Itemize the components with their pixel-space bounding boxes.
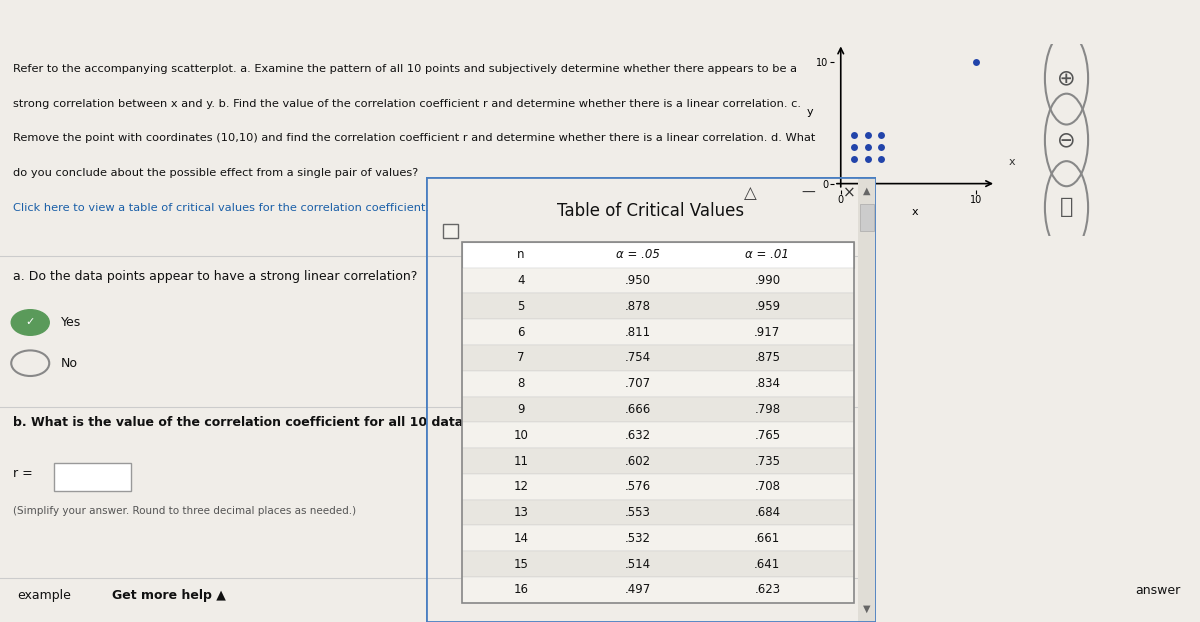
FancyBboxPatch shape: [860, 204, 874, 231]
Point: [858, 130, 877, 140]
Text: .632: .632: [625, 429, 652, 442]
Point: [858, 142, 877, 152]
FancyBboxPatch shape: [462, 551, 853, 577]
Text: 9: 9: [517, 403, 524, 416]
Text: b. What is the value of the correlation coefficient for all 10 data points?: b. What is the value of the correlation …: [13, 415, 518, 429]
Text: .950: .950: [625, 274, 652, 287]
FancyBboxPatch shape: [462, 448, 853, 474]
Text: 12: 12: [514, 480, 528, 493]
Text: Table of Critical Values: Table of Critical Values: [558, 202, 744, 220]
Text: .708: .708: [755, 480, 780, 493]
Text: answer: answer: [1135, 585, 1181, 597]
Text: .834: .834: [755, 377, 780, 390]
Text: n: n: [517, 248, 524, 261]
Text: ✓: ✓: [25, 317, 35, 328]
Point: [871, 142, 890, 152]
Text: .875: .875: [755, 351, 780, 364]
Text: ⊖: ⊖: [1057, 130, 1076, 150]
Text: .811: .811: [625, 325, 652, 338]
Point: [871, 130, 890, 140]
FancyBboxPatch shape: [54, 463, 131, 491]
Text: x: x: [1008, 157, 1015, 167]
Text: 13: 13: [514, 506, 528, 519]
Text: .754: .754: [625, 351, 652, 364]
Text: Yes: Yes: [60, 316, 80, 329]
Text: a. Do the data points appear to have a strong linear correlation?: a. Do the data points appear to have a s…: [13, 270, 418, 283]
FancyBboxPatch shape: [462, 396, 853, 422]
Text: α = .05: α = .05: [617, 248, 660, 261]
Text: ⊕: ⊕: [1057, 68, 1076, 88]
Text: .798: .798: [755, 403, 780, 416]
Text: Get more help ▲: Get more help ▲: [113, 589, 226, 602]
Text: (Simplify your answer. Round to three decimal places as needed.): (Simplify your answer. Round to three de…: [13, 506, 356, 516]
Text: 7: 7: [517, 351, 524, 364]
Text: α = .01: α = .01: [745, 248, 790, 261]
Text: .765: .765: [755, 429, 780, 442]
Point: [966, 57, 985, 67]
Text: Click here to view a table of critical values for the correlation coefficient.: Click here to view a table of critical v…: [13, 203, 430, 213]
Text: .917: .917: [755, 325, 780, 338]
Text: .623: .623: [755, 583, 780, 596]
Text: r =: r =: [13, 467, 32, 480]
Text: ▼: ▼: [863, 604, 871, 614]
Point: [871, 154, 890, 164]
Point: [845, 154, 864, 164]
Text: .602: .602: [625, 455, 652, 468]
Text: 16: 16: [514, 583, 528, 596]
Text: 4: 4: [517, 274, 524, 287]
X-axis label: x: x: [912, 207, 918, 216]
Point: [845, 130, 864, 140]
FancyBboxPatch shape: [858, 177, 876, 622]
Text: 11: 11: [514, 455, 528, 468]
Text: .661: .661: [755, 532, 780, 545]
Text: strong correlation between x and y. b. Find the value of the correlation coeffic: strong correlation between x and y. b. F…: [13, 98, 800, 109]
Text: example: example: [17, 589, 71, 602]
FancyBboxPatch shape: [462, 242, 853, 267]
FancyBboxPatch shape: [462, 294, 853, 319]
Text: .990: .990: [755, 274, 780, 287]
Text: .707: .707: [625, 377, 652, 390]
Text: Refer to the accompanying scatterplot. a. Examine the pattern of all 10 points a: Refer to the accompanying scatterplot. a…: [13, 63, 797, 73]
Text: ⧉: ⧉: [1060, 197, 1073, 218]
Text: ×: ×: [842, 185, 856, 200]
FancyBboxPatch shape: [462, 422, 853, 448]
FancyBboxPatch shape: [443, 224, 458, 238]
Y-axis label: y: y: [806, 106, 814, 117]
Text: .497: .497: [625, 583, 652, 596]
Text: .641: .641: [755, 558, 780, 571]
FancyBboxPatch shape: [462, 499, 853, 526]
Text: 5: 5: [517, 300, 524, 313]
Point: [858, 154, 877, 164]
FancyBboxPatch shape: [462, 526, 853, 551]
FancyBboxPatch shape: [462, 319, 853, 345]
Text: Remove the point with coordinates (10,10) and find the correlation coefficient r: Remove the point with coordinates (10,10…: [13, 134, 815, 144]
Text: .532: .532: [625, 532, 652, 545]
Text: 8: 8: [517, 377, 524, 390]
Text: .514: .514: [625, 558, 652, 571]
FancyBboxPatch shape: [462, 345, 853, 371]
Text: 6: 6: [517, 325, 524, 338]
Text: △: △: [744, 184, 756, 202]
Text: .684: .684: [755, 506, 780, 519]
Text: ▲: ▲: [863, 185, 871, 195]
Text: .735: .735: [755, 455, 780, 468]
FancyBboxPatch shape: [462, 474, 853, 499]
FancyBboxPatch shape: [462, 371, 853, 396]
Circle shape: [11, 310, 49, 335]
Text: do you conclude about the possible effect from a single pair of values?: do you conclude about the possible effec…: [13, 169, 419, 179]
Text: 15: 15: [514, 558, 528, 571]
Point: [845, 142, 864, 152]
Text: —: —: [802, 186, 815, 200]
Text: 10: 10: [514, 429, 528, 442]
Text: .959: .959: [755, 300, 780, 313]
FancyBboxPatch shape: [462, 267, 853, 294]
Text: .553: .553: [625, 506, 652, 519]
Text: 14: 14: [514, 532, 528, 545]
FancyBboxPatch shape: [462, 577, 853, 603]
Text: .878: .878: [625, 300, 652, 313]
Text: No: No: [60, 356, 78, 369]
Text: .666: .666: [625, 403, 652, 416]
Text: .576: .576: [625, 480, 652, 493]
